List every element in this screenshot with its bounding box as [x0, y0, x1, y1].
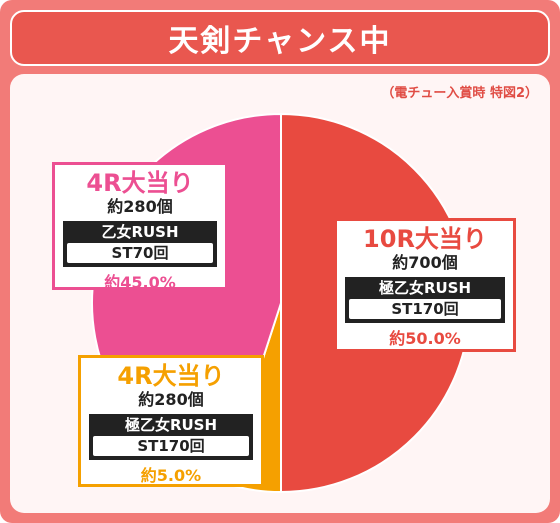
rush-name: 乙女RUSH	[101, 223, 179, 241]
slice-label-4r-orange: 4R大当り 約280個 極乙女RUSH ST170回 約5.0%	[78, 355, 264, 487]
slice-balls-label: 約280個	[138, 390, 204, 409]
slice-label-4r-pink: 4R大当り 約280個 乙女RUSH ST70回 約45.0%	[52, 162, 228, 292]
slice-balls-label: 約280個	[107, 197, 173, 216]
slice-hit-label: 10R大当り	[363, 225, 487, 253]
slice-percent-label: 約50.0%	[389, 329, 461, 348]
slice-balls-label: 約700個	[392, 253, 458, 272]
slice-hit-label: 4R大当り	[117, 362, 225, 390]
slice-rush-label: 極乙女RUSH ST170回	[89, 414, 253, 460]
slice-label-10r: 10R大当り 約700個 極乙女RUSH ST170回 約50.0%	[334, 218, 516, 352]
title-bar: 天剣チャンス中	[10, 10, 550, 66]
st-count: ST70回	[67, 243, 213, 263]
slice-percent-label: 約45.0%	[104, 273, 176, 292]
rush-name: 極乙女RUSH	[378, 279, 472, 297]
slice-percent-label: 約5.0%	[140, 466, 202, 485]
slice-rush-label: 極乙女RUSH ST170回	[345, 277, 505, 323]
rush-name: 極乙女RUSH	[124, 416, 218, 434]
slice-rush-label: 乙女RUSH ST70回	[63, 221, 217, 267]
chart-note: （電チュー入賞時 特図2）	[381, 86, 538, 101]
st-count: ST170回	[349, 299, 501, 319]
slice-hit-label: 4R大当り	[86, 169, 194, 197]
chart-title: 天剣チャンス中	[168, 24, 392, 59]
st-count: ST170回	[93, 436, 249, 456]
